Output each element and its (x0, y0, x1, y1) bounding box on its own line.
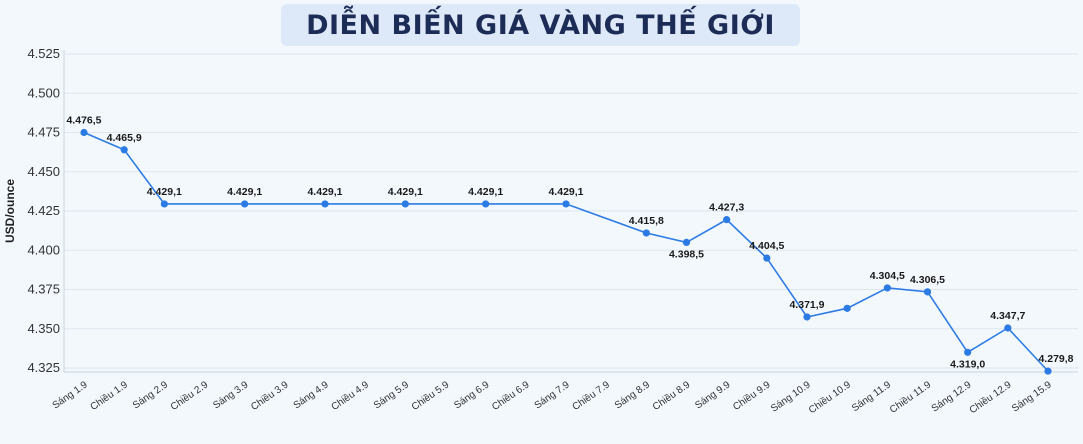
data-label: 4.404,5 (749, 240, 784, 252)
data-point (723, 216, 731, 224)
data-point (642, 229, 650, 237)
data-label: 4.429,1 (468, 186, 503, 198)
y-tick-label: 4.425 (27, 203, 60, 218)
y-tick-label: 4.450 (27, 164, 60, 179)
x-tick-label: Chiều 10.9 (806, 378, 853, 416)
x-tick-label: Sáng 6.9 (452, 379, 491, 411)
x-tick-label: Chiều 8.9 (650, 378, 692, 413)
y-tick-label: 4.475 (27, 125, 60, 140)
data-label: 4.429,1 (227, 186, 262, 198)
x-tick-label: Sáng 5.9 (372, 379, 411, 411)
data-point (923, 288, 932, 296)
data-point (1004, 324, 1012, 332)
data-point (401, 200, 409, 208)
data-label: 4.279,8 (1038, 353, 1073, 365)
data-label: 4.465,9 (107, 132, 142, 144)
data-label: 4.398,5 (669, 248, 704, 260)
data-point (160, 200, 168, 208)
y-tick-label: 4.525 (27, 46, 60, 61)
x-tick-label: Sáng 4.9 (292, 379, 331, 411)
data-label: 4.304,5 (870, 270, 905, 282)
x-tick-label: Sáng 12.9 (930, 379, 974, 414)
data-label: 4.371,9 (789, 299, 824, 311)
data-label: 4.429,1 (147, 186, 182, 198)
x-tick-label: Chiều 7.9 (570, 378, 612, 413)
x-tick-label: Sáng 11.9 (850, 379, 893, 414)
data-point (321, 200, 329, 208)
x-tick-label: Sáng 3.9 (211, 379, 250, 411)
data-label: 4.429,1 (307, 186, 342, 198)
x-tick-label: Sáng 15.9 (1010, 379, 1054, 414)
data-label: 4.415,8 (629, 215, 664, 227)
y-tick-label: 4.325 (27, 360, 60, 375)
chart-title: DIỄN BIẾN GIÁ VÀNG THẾ GIỚI (306, 9, 775, 41)
x-tick-label: Chiều 12.9 (967, 378, 1014, 416)
x-tick-label: Chiều 2.9 (168, 378, 210, 413)
data-point (562, 200, 570, 208)
series-line (83, 131, 1049, 372)
x-tick-label: Chiều 3.9 (249, 378, 291, 413)
x-tick-label: Chiều 1.9 (88, 378, 130, 413)
data-label: 4.347,7 (990, 310, 1025, 322)
x-tick-label: Chiều 9.9 (731, 378, 773, 413)
x-tick-label: Sáng 1.9 (51, 379, 90, 411)
data-label: 4.429,1 (548, 186, 583, 198)
x-tick-label: Chiều 6.9 (490, 378, 532, 413)
x-tick-label: Sáng 9.9 (693, 379, 732, 411)
x-tick-label: Sáng 7.9 (533, 379, 572, 411)
data-point (482, 200, 490, 208)
data-point (120, 146, 128, 154)
chart-title-box: DIỄN BIẾN GIÁ VÀNG THẾ GIỚI (281, 4, 800, 46)
y-tick-label: 4.375 (27, 282, 60, 297)
data-point (80, 128, 88, 137)
data-point (964, 348, 972, 356)
data-point (803, 313, 811, 321)
data-point (682, 238, 691, 246)
data-label: 4.429,1 (388, 186, 423, 198)
x-tick-label: Chiều 11.9 (887, 378, 933, 415)
data-point (843, 304, 851, 312)
x-tick-label: Sáng 8.9 (613, 379, 652, 411)
x-tick-label: Sáng 2.9 (131, 379, 170, 411)
data-label: 4.476,5 (66, 115, 101, 127)
data-point (763, 254, 771, 262)
y-tick-label: 4.350 (27, 321, 60, 336)
data-label: 4.306,5 (910, 274, 945, 286)
x-tick-label: Chiều 5.9 (409, 378, 451, 413)
data-point (1044, 367, 1052, 375)
y-axis-title: USD/ounce (3, 179, 17, 243)
data-label: 4.319,0 (950, 358, 985, 370)
data-point (883, 284, 891, 292)
y-tick-label: 4.400 (27, 242, 60, 257)
data-label: 4.427,3 (709, 202, 744, 214)
data-point (241, 200, 249, 208)
x-tick-label: Sáng 10.9 (769, 379, 813, 414)
y-tick-label: 4.500 (27, 85, 60, 100)
x-tick-label: Chiều 4.9 (329, 378, 371, 413)
